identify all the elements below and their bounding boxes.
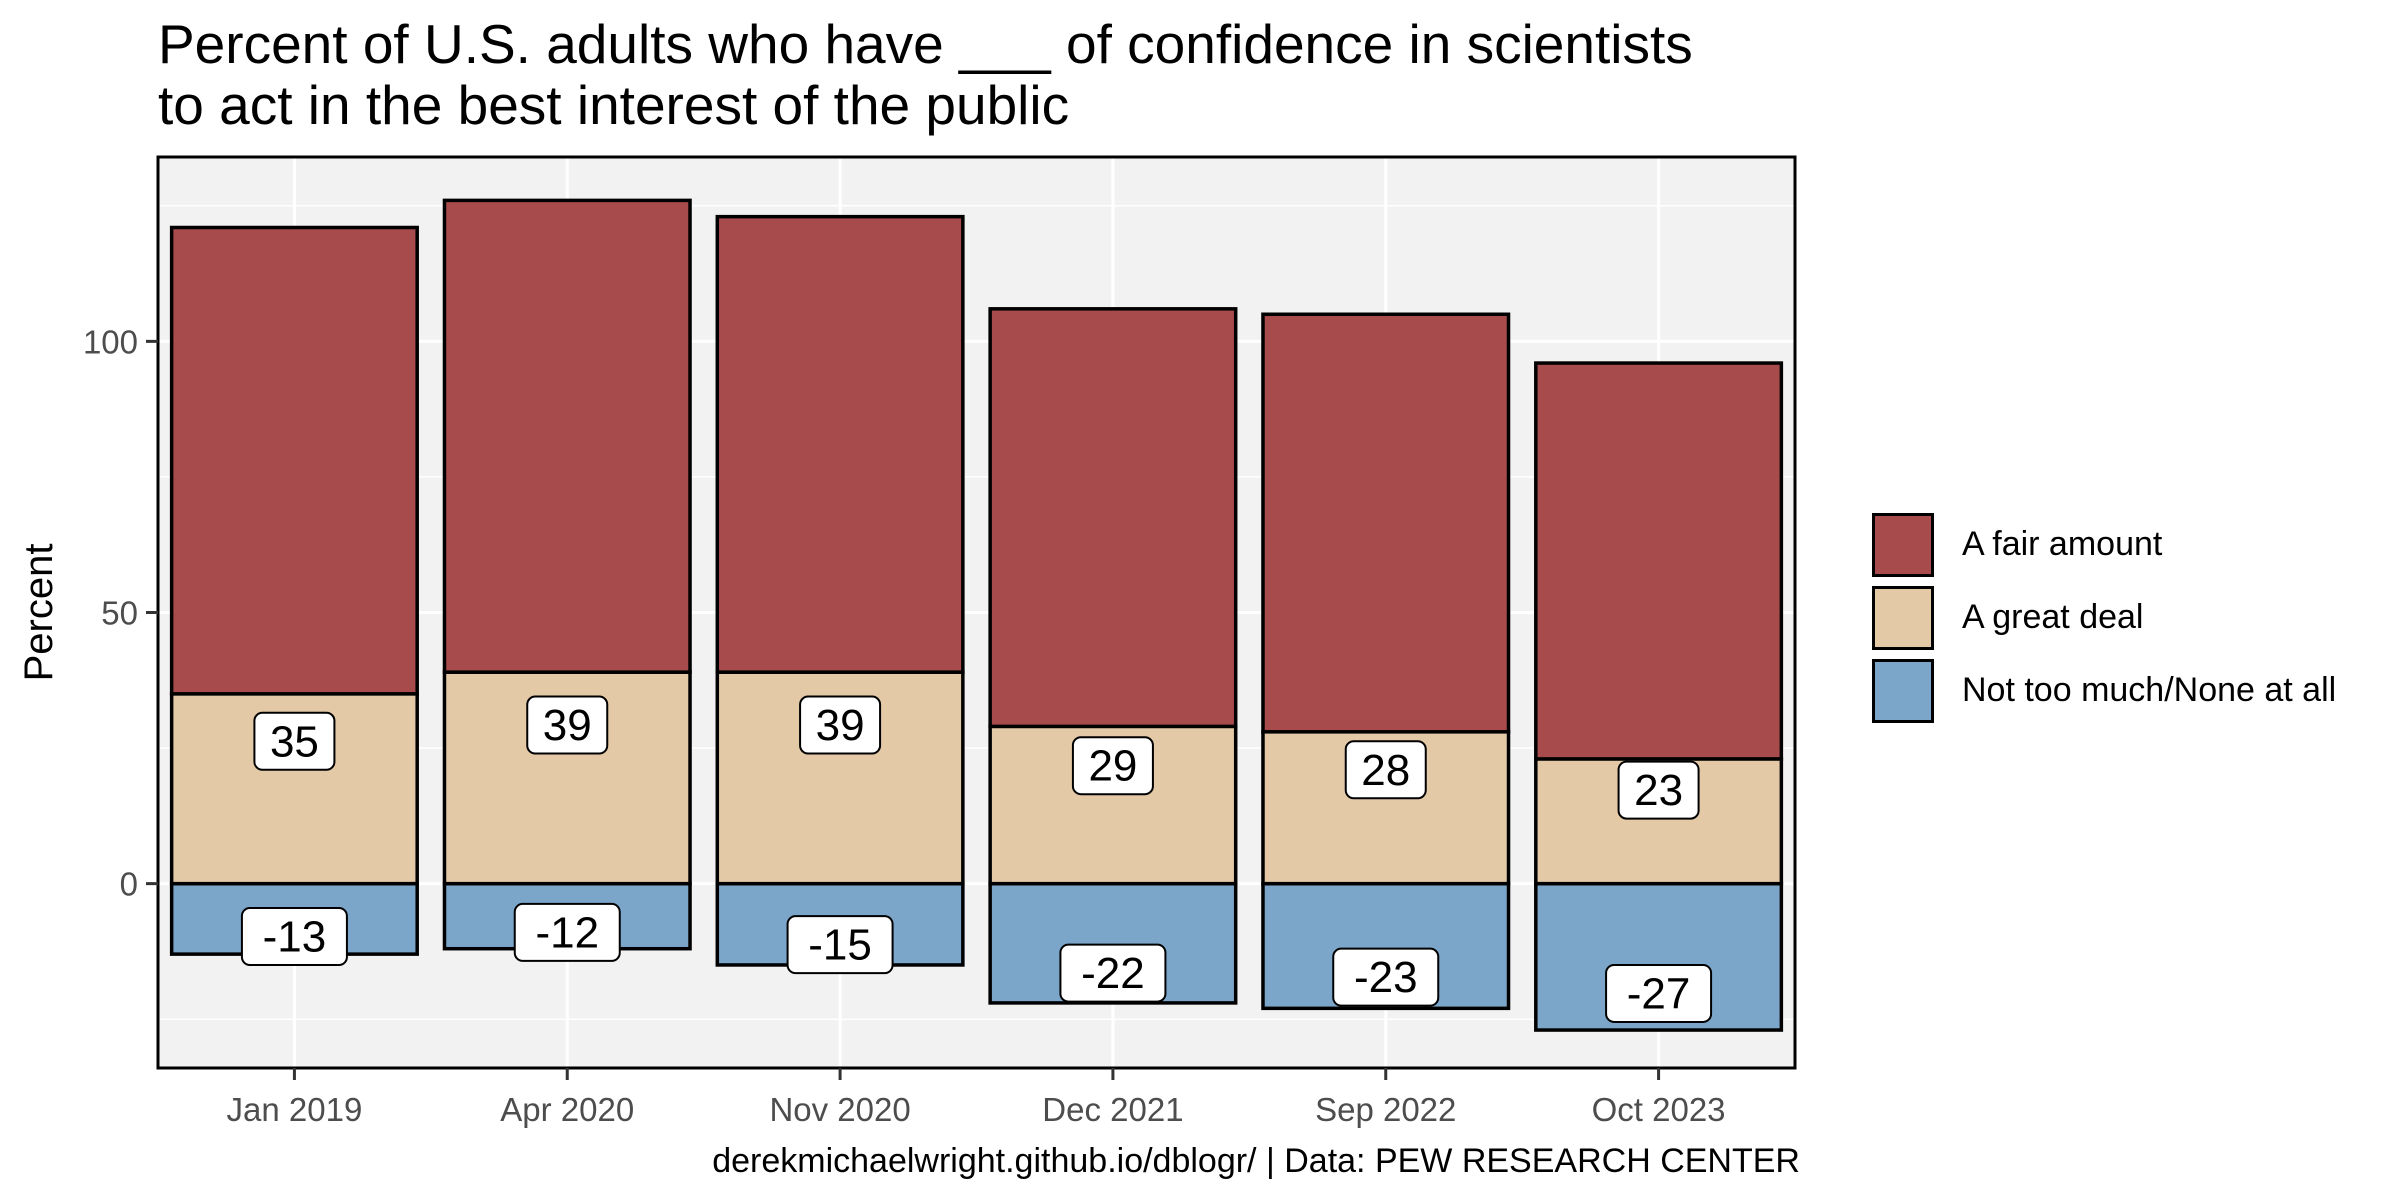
x-tick-label: Sep 2022 (1315, 1091, 1456, 1128)
bar-a-fair-amount (988, 307, 1238, 729)
legend-label: A fair amount (1962, 525, 2163, 563)
data-label: -23 (1354, 953, 1418, 1002)
y-axis-title: Percent (17, 544, 61, 682)
data-label: -22 (1081, 949, 1145, 998)
x-tick-label: Apr 2020 (500, 1091, 634, 1128)
data-label: -12 (535, 908, 599, 957)
legend-item-not-too-much-none-at-all: Not too much/None at all (1872, 654, 2336, 727)
bar-a-fair-amount (169, 225, 419, 696)
y-tick-label: 100 (83, 323, 138, 360)
data-label-box (1605, 963, 1713, 1023)
data-label-box (1617, 760, 1700, 820)
legend-label: A great deal (1962, 598, 2144, 636)
legend-item-a-fair-amount: A fair amount (1872, 508, 2336, 581)
bar-a-fair-amount (442, 198, 692, 674)
data-label: 23 (1634, 766, 1683, 815)
chart-title-line-2: to act in the best interest of the publi… (158, 74, 1070, 136)
x-tick-label: Dec 2021 (1042, 1091, 1183, 1128)
legend-label: Not too much/None at all (1962, 671, 2337, 709)
chart-title: Percent of U.S. adults who have ___ of c… (158, 14, 1958, 136)
y-tick-label: 50 (101, 595, 138, 632)
legend-key (1872, 585, 1934, 650)
data-label-box (1332, 947, 1440, 1007)
legend-key (1872, 658, 1934, 723)
data-label-box (513, 902, 621, 962)
chart-caption: derekmichaelwright.github.io/dblogr/ | D… (712, 1142, 1800, 1180)
data-label-box (240, 907, 348, 967)
legend: A fair amount A great deal Not too much/No… (1872, 508, 2336, 727)
bar-a-great-deal (1534, 757, 1784, 886)
legend-key (1872, 512, 1934, 577)
bar-a-fair-amount (1261, 312, 1511, 734)
x-tick-label: Jan 2019 (227, 1091, 363, 1128)
data-label-box (1071, 736, 1154, 796)
data-label: 29 (1088, 742, 1137, 791)
data-label: 39 (816, 701, 865, 750)
data-label-box (1059, 943, 1167, 1003)
x-tick-label: Oct 2023 (1592, 1091, 1726, 1128)
data-label: 35 (270, 717, 319, 766)
y-tick-label: 0 (120, 866, 138, 903)
data-label-box (786, 915, 894, 975)
data-label: -15 (808, 921, 872, 970)
data-label-box (799, 695, 882, 755)
data-label: 28 (1361, 746, 1410, 795)
data-label-box (253, 711, 336, 771)
bar-a-fair-amount (1534, 361, 1784, 761)
chart-title-line-1: Percent of U.S. adults who have ___ of c… (158, 13, 1693, 75)
data-label: 39 (543, 701, 592, 750)
bar-a-fair-amount (715, 214, 965, 674)
x-tick-label: Nov 2020 (769, 1091, 910, 1128)
data-label: -13 (263, 913, 327, 962)
legend-item-a-great-deal: A great deal (1872, 581, 2336, 654)
data-label-box (1344, 740, 1427, 800)
data-label-box (526, 695, 609, 755)
data-label: -27 (1627, 969, 1691, 1018)
